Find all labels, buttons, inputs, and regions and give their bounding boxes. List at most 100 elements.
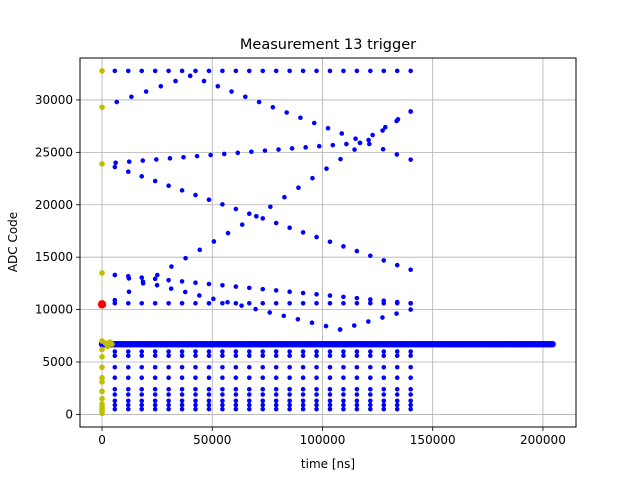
grid	[80, 58, 576, 427]
data-point-band	[327, 398, 333, 404]
data-point-band	[112, 364, 118, 370]
data-point	[262, 148, 268, 153]
x-tick-label: 0	[98, 433, 106, 447]
data-point	[179, 188, 185, 193]
data-point	[341, 68, 346, 74]
data-point	[380, 146, 386, 152]
data-point-band	[368, 375, 373, 381]
data-point-band	[408, 392, 413, 397]
data-point-band	[206, 398, 212, 404]
data-point-band	[233, 406, 239, 412]
data-point-band	[206, 386, 212, 392]
data-point-band	[166, 375, 171, 381]
data-point-band	[394, 402, 400, 408]
data-point-band	[166, 398, 171, 404]
data-point-band	[260, 402, 266, 408]
data-point-band	[394, 406, 400, 412]
data-point	[284, 110, 289, 115]
data-point	[408, 267, 413, 273]
data-point-diagonal	[225, 230, 231, 236]
data-point-band	[300, 349, 306, 354]
data-point	[381, 298, 387, 304]
data-point-band	[193, 375, 198, 381]
data-point-band	[394, 392, 400, 397]
data-point-band	[247, 398, 252, 404]
data-point	[152, 276, 158, 282]
data-point-band	[368, 349, 373, 354]
data-point-band	[287, 364, 292, 370]
data-point-band	[300, 353, 306, 359]
data-points	[97, 68, 556, 417]
data-point-band	[394, 398, 400, 404]
data-point-band	[193, 398, 198, 404]
data-point-band	[220, 364, 225, 370]
data-point	[354, 301, 360, 306]
data-point-band	[381, 406, 387, 412]
data-point	[247, 285, 252, 291]
data-point-band	[341, 375, 346, 381]
data-point-band	[125, 375, 131, 381]
data-point-diagonal	[168, 286, 174, 291]
data-point-band	[152, 392, 158, 397]
data-point-band	[314, 398, 319, 404]
data-point-band	[193, 353, 198, 359]
data-point	[314, 291, 319, 297]
data-point-band	[368, 392, 373, 397]
data-point	[287, 301, 292, 306]
data-point	[394, 152, 400, 157]
data-point-band	[354, 392, 360, 397]
data-point-band	[152, 364, 158, 370]
data-point-diagonal	[338, 156, 343, 162]
data-point	[247, 301, 252, 306]
data-point-band	[273, 349, 279, 354]
data-point	[270, 104, 276, 110]
data-point	[300, 301, 306, 306]
data-point-diagonal	[112, 297, 118, 303]
data-point	[273, 288, 279, 293]
data-point	[287, 68, 292, 74]
data-point	[208, 152, 213, 158]
data-point-band	[314, 406, 319, 412]
data-point-band	[179, 402, 185, 408]
data-point-band	[193, 386, 198, 392]
data-point-band	[408, 349, 413, 354]
data-point-band	[112, 398, 118, 404]
data-point-band	[341, 402, 346, 408]
data-point	[260, 216, 266, 221]
data-point	[327, 68, 333, 74]
data-point-band	[220, 406, 225, 412]
data-point-band	[152, 353, 158, 359]
data-point-band	[368, 364, 373, 370]
data-point-band	[179, 386, 185, 392]
data-point-band	[152, 386, 158, 392]
data-point-band	[341, 392, 346, 397]
data-point-band	[273, 392, 279, 397]
data-point-band	[125, 398, 131, 404]
data-point	[179, 68, 185, 74]
ticks: 0 50000 100000 150000 200000 0 5000 10000 15000 2…	[35, 93, 566, 447]
data-point	[152, 301, 158, 306]
data-point-diagonal	[126, 289, 132, 295]
data-point	[179, 301, 185, 306]
data-point-band	[260, 398, 266, 404]
data-point-band	[381, 375, 387, 381]
data-point	[193, 301, 198, 306]
data-point	[125, 169, 131, 174]
data-point-band	[287, 386, 292, 392]
data-point-band	[152, 349, 158, 354]
data-point-band	[206, 364, 212, 370]
data-point-band	[260, 375, 266, 381]
data-point-band	[112, 375, 118, 381]
data-point	[327, 301, 333, 306]
data-point-band	[368, 406, 373, 412]
data-point-band	[368, 386, 373, 392]
data-point-band	[166, 392, 171, 397]
data-point-band	[408, 353, 413, 359]
data-point-band	[139, 353, 145, 359]
data-point	[125, 301, 131, 306]
data-point-band	[220, 349, 225, 354]
data-point-band	[125, 349, 131, 354]
data-point-band	[300, 386, 306, 392]
data-point-band	[408, 406, 413, 412]
data-point-band	[354, 398, 360, 404]
